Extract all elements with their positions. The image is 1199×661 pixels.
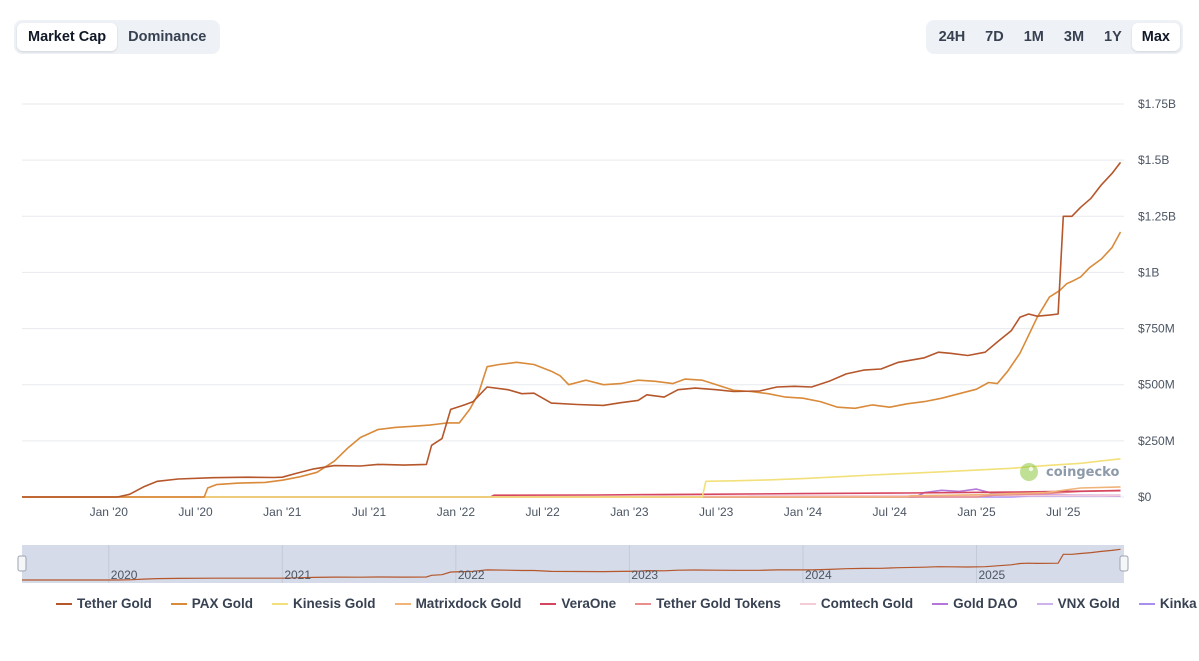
x-tick-label: Jul '24 bbox=[873, 505, 908, 519]
x-tick-label: Jul '23 bbox=[699, 505, 734, 519]
x-tick-label: Jan '25 bbox=[957, 505, 996, 519]
metric-tabs: Market Cap Dominance bbox=[14, 20, 221, 54]
legend-swatch bbox=[394, 602, 411, 605]
legend-label: Tether Gold Tokens bbox=[656, 596, 781, 611]
series-line-veraone[interactable] bbox=[22, 489, 1121, 498]
legend-swatch bbox=[272, 602, 289, 605]
legend-item-vnx-gold[interactable]: VNX Gold bbox=[1036, 596, 1120, 611]
legend-swatch bbox=[932, 602, 949, 605]
navigator-labels: 2020 2021 2022 2023 2024 2025 bbox=[111, 568, 1006, 582]
series-line-matrixdock-gold[interactable] bbox=[22, 486, 1121, 498]
legend-item-tether-gold[interactable]: Tether Gold bbox=[56, 596, 152, 611]
x-tick-label: Jan '20 bbox=[90, 505, 129, 519]
legend-item-pax-gold[interactable]: PAX Gold bbox=[170, 596, 254, 611]
legend-item-tether-gold-tokens[interactable]: Tether Gold Tokens bbox=[635, 596, 781, 611]
grid-lines bbox=[22, 103, 1124, 498]
x-tick-label: Jan '23 bbox=[610, 505, 649, 519]
watermark-text: coingecko bbox=[1046, 465, 1119, 480]
range-7d-button[interactable]: 7D bbox=[985, 29, 1004, 45]
navigator-year-label: 2020 bbox=[111, 568, 138, 582]
navigator-selected-range[interactable] bbox=[22, 545, 1124, 583]
navigator-grid bbox=[108, 545, 977, 583]
legend-label: Tether Gold bbox=[77, 596, 152, 611]
y-tick-label: $750M bbox=[1138, 322, 1175, 336]
y-tick-label: $1.75B bbox=[1138, 97, 1176, 111]
y-tick-label: $1.25B bbox=[1138, 209, 1176, 223]
navigator-year-label: 2024 bbox=[805, 568, 832, 582]
legend-label: VeraOne bbox=[561, 596, 617, 611]
coingecko-watermark: coingecko bbox=[1020, 463, 1119, 481]
legend-label: Comtech Gold bbox=[820, 596, 914, 611]
range-3m-button[interactable]: 3M bbox=[1063, 29, 1085, 45]
chart-legend: Tether Gold PAX Gold Kinesis Gold Matrixdoc… bbox=[56, 596, 1199, 611]
series-lines bbox=[22, 161, 1122, 498]
tab-dominance[interactable]: Dominance bbox=[128, 29, 207, 45]
x-axis: Jan '20 Jul '20 Jan '21 Jul '21 Jan '22 Jul '… bbox=[90, 505, 1081, 519]
x-tick-label: Jan '21 bbox=[263, 505, 302, 519]
y-tick-label: $1B bbox=[1138, 265, 1159, 279]
range-24h-button[interactable]: 24H bbox=[938, 29, 966, 45]
tab-market-cap[interactable]: Market Cap bbox=[17, 23, 118, 51]
navigator-series bbox=[22, 548, 1121, 581]
legend-swatch bbox=[170, 602, 187, 605]
y-tick-label: $250M bbox=[1138, 434, 1175, 448]
series-line-tether-gold[interactable] bbox=[22, 161, 1122, 498]
navigator-left-handle[interactable] bbox=[17, 555, 27, 572]
y-tick-label: $500M bbox=[1138, 378, 1175, 392]
legend-label: Gold DAO bbox=[953, 596, 1018, 611]
legend-swatch bbox=[540, 602, 557, 605]
legend-label: Matrixdock Gold bbox=[415, 596, 522, 611]
gecko-logo-icon bbox=[1020, 463, 1038, 481]
legend-label: Kinka bbox=[1159, 596, 1197, 611]
y-axis: $0 $250M $500M $750M $1B $1.25B $1.5B $1.75B bbox=[1138, 97, 1176, 504]
legend-item-veraone[interactable]: VeraOne bbox=[540, 596, 616, 611]
gecko-eye-icon bbox=[1028, 466, 1034, 472]
navigator-year-label: 2025 bbox=[978, 568, 1005, 582]
legend-label: VNX Gold bbox=[1057, 596, 1120, 611]
series-line-pax-gold[interactable] bbox=[22, 231, 1122, 498]
legend-label: PAX Gold bbox=[191, 596, 254, 611]
legend-item-comtech-gold[interactable]: Comtech Gold bbox=[799, 596, 914, 611]
legend-swatch bbox=[799, 602, 816, 605]
legend-item-matrixdock-gold[interactable]: Matrixdock Gold bbox=[394, 596, 522, 611]
x-tick-label: Jan '24 bbox=[784, 505, 823, 519]
range-1m-button[interactable]: 1M bbox=[1023, 29, 1044, 45]
legend-item-kinka[interactable]: Kinka bbox=[1138, 596, 1197, 611]
x-tick-label: Jul '20 bbox=[178, 505, 213, 519]
time-range-tabs: 24H 7D 1M 3M 1Y Max bbox=[925, 20, 1183, 54]
x-tick-label: Jan '22 bbox=[437, 505, 476, 519]
x-tick-label: Jul '22 bbox=[525, 505, 560, 519]
y-tick-label: $1.5B bbox=[1138, 153, 1169, 167]
legend-swatch bbox=[1036, 602, 1053, 605]
legend-label: Kinesis Gold bbox=[293, 596, 376, 611]
navigator-year-label: 2021 bbox=[284, 568, 311, 582]
range-max-button[interactable]: Max bbox=[1131, 23, 1180, 51]
legend-swatch bbox=[635, 602, 652, 605]
legend-item-gold-dao[interactable]: Gold DAO bbox=[932, 596, 1018, 611]
y-tick-label: $0 bbox=[1138, 490, 1152, 504]
market-cap-chart[interactable]: $0 $250M $500M $750M $1B $1.25B $1.5B $1.75B Ja… bbox=[0, 80, 1199, 525]
x-tick-label: Jul '25 bbox=[1046, 505, 1081, 519]
navigator-year-label: 2023 bbox=[631, 568, 658, 582]
range-navigator[interactable]: 2020 2021 2022 2023 2024 2025 bbox=[0, 540, 1199, 586]
x-tick-label: Jul '21 bbox=[352, 505, 387, 519]
navigator-right-handle[interactable] bbox=[1119, 555, 1129, 572]
range-1y-button[interactable]: 1Y bbox=[1104, 29, 1122, 45]
navigator-year-label: 2022 bbox=[458, 568, 485, 582]
legend-swatch bbox=[56, 602, 72, 605]
legend-item-kinesis-gold[interactable]: Kinesis Gold bbox=[272, 596, 376, 611]
legend-swatch bbox=[1138, 602, 1155, 605]
navigator-line bbox=[22, 548, 1121, 581]
